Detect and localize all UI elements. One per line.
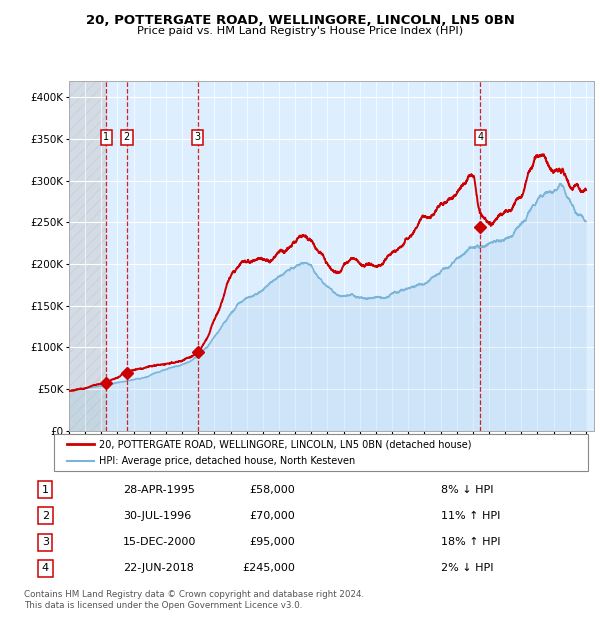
Text: 20, POTTERGATE ROAD, WELLINGORE, LINCOLN, LN5 0BN: 20, POTTERGATE ROAD, WELLINGORE, LINCOLN… (86, 14, 514, 27)
Text: HPI: Average price, detached house, North Kesteven: HPI: Average price, detached house, Nort… (100, 456, 356, 466)
Text: 1: 1 (42, 485, 49, 495)
Text: 2: 2 (42, 511, 49, 521)
Text: Contains HM Land Registry data © Crown copyright and database right 2024.
This d: Contains HM Land Registry data © Crown c… (24, 590, 364, 609)
Text: 18% ↑ HPI: 18% ↑ HPI (442, 537, 501, 547)
Text: £245,000: £245,000 (242, 564, 295, 574)
FancyBboxPatch shape (54, 434, 588, 471)
Text: 2: 2 (124, 132, 130, 143)
Text: 1: 1 (103, 132, 110, 143)
Text: £58,000: £58,000 (249, 485, 295, 495)
Text: 3: 3 (194, 132, 200, 143)
Text: Price paid vs. HM Land Registry's House Price Index (HPI): Price paid vs. HM Land Registry's House … (137, 26, 463, 36)
Text: 15-DEC-2000: 15-DEC-2000 (122, 537, 196, 547)
Text: 3: 3 (42, 537, 49, 547)
Text: 4: 4 (478, 132, 484, 143)
Text: £95,000: £95,000 (249, 537, 295, 547)
Text: 2% ↓ HPI: 2% ↓ HPI (442, 564, 494, 574)
Bar (69, 81, 106, 431)
Text: 30-JUL-1996: 30-JUL-1996 (122, 511, 191, 521)
Text: 22-JUN-2018: 22-JUN-2018 (122, 564, 194, 574)
Text: 20, POTTERGATE ROAD, WELLINGORE, LINCOLN, LN5 0BN (detached house): 20, POTTERGATE ROAD, WELLINGORE, LINCOLN… (100, 439, 472, 449)
Text: £70,000: £70,000 (249, 511, 295, 521)
Text: 11% ↑ HPI: 11% ↑ HPI (442, 511, 501, 521)
Text: 8% ↓ HPI: 8% ↓ HPI (442, 485, 494, 495)
Text: 4: 4 (42, 564, 49, 574)
Text: 28-APR-1995: 28-APR-1995 (122, 485, 194, 495)
